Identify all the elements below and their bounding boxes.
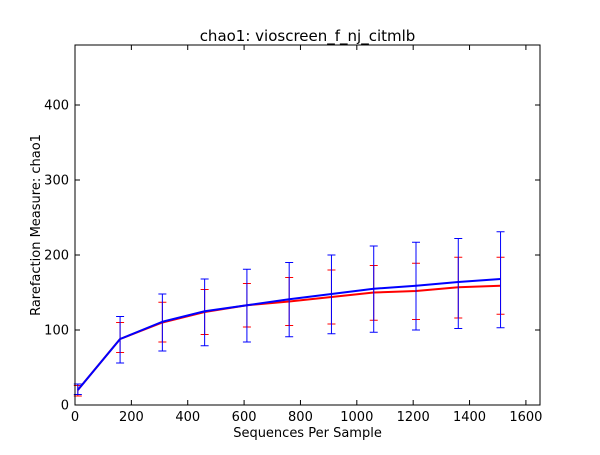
x-tick-label: 200 xyxy=(119,410,144,425)
series-layer xyxy=(73,231,505,397)
series-line xyxy=(77,278,501,391)
series-2 xyxy=(73,231,505,395)
plot-frame xyxy=(74,44,541,406)
x-tick-label: 1600 xyxy=(509,410,542,425)
x-axis-label: Sequences Per Sample xyxy=(233,426,382,441)
y-tick-label: 100 xyxy=(44,324,69,339)
chart-title: chao1: vioscreen_f_nj_citmlb xyxy=(200,27,416,46)
axis-ticks: 0 200 400 600 800 1000 1200 1400 1600 0 100 200 300 4… xyxy=(44,45,542,425)
plot-background xyxy=(75,45,540,405)
y-tick-label: 200 xyxy=(44,249,69,264)
x-tick-label: 600 xyxy=(232,410,257,425)
x-tick-label: 400 xyxy=(175,410,200,425)
x-tick-label: 800 xyxy=(288,410,313,425)
x-tick-label: 0 xyxy=(71,410,79,425)
x-tick-label: 1400 xyxy=(453,410,486,425)
x-tick-label: 1000 xyxy=(340,410,373,425)
y-tick-label: 0 xyxy=(61,399,69,414)
x-tick-label: 1200 xyxy=(397,410,430,425)
y-tick-label: 400 xyxy=(44,99,69,114)
y-tick-label: 300 xyxy=(44,174,69,189)
y-axis-label: Rarefaction Measure: chao1 xyxy=(29,134,44,316)
